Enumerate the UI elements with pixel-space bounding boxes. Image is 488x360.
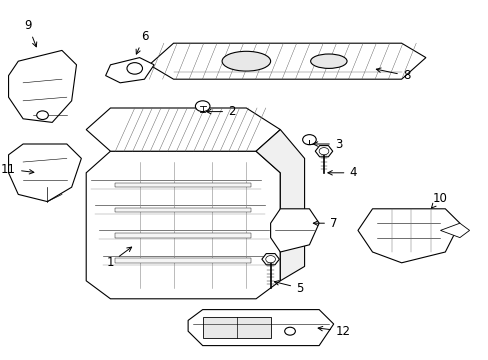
Polygon shape bbox=[115, 258, 251, 263]
Text: 1: 1 bbox=[106, 247, 131, 269]
Text: 2: 2 bbox=[206, 105, 235, 118]
Polygon shape bbox=[270, 209, 319, 252]
Polygon shape bbox=[256, 130, 304, 281]
Polygon shape bbox=[115, 233, 251, 238]
Polygon shape bbox=[149, 43, 425, 79]
Text: 9: 9 bbox=[24, 19, 37, 47]
Polygon shape bbox=[9, 50, 76, 122]
Text: 7: 7 bbox=[313, 217, 337, 230]
Ellipse shape bbox=[222, 51, 270, 71]
Circle shape bbox=[265, 256, 275, 263]
Circle shape bbox=[195, 101, 209, 112]
Polygon shape bbox=[440, 223, 468, 238]
Circle shape bbox=[37, 111, 48, 120]
Ellipse shape bbox=[310, 54, 346, 68]
Circle shape bbox=[319, 148, 328, 155]
Polygon shape bbox=[86, 108, 280, 151]
Polygon shape bbox=[202, 317, 270, 338]
Text: 3: 3 bbox=[313, 138, 342, 150]
Polygon shape bbox=[315, 145, 332, 157]
Polygon shape bbox=[115, 183, 251, 187]
Polygon shape bbox=[188, 310, 333, 346]
Polygon shape bbox=[105, 58, 154, 83]
Polygon shape bbox=[86, 151, 280, 299]
Text: 12: 12 bbox=[318, 325, 350, 338]
Text: 5: 5 bbox=[274, 281, 303, 294]
Text: 8: 8 bbox=[376, 68, 409, 82]
Circle shape bbox=[127, 63, 142, 74]
Polygon shape bbox=[262, 253, 279, 265]
Text: 11: 11 bbox=[1, 163, 34, 176]
Polygon shape bbox=[9, 144, 81, 202]
Circle shape bbox=[302, 135, 316, 145]
Text: 10: 10 bbox=[430, 192, 447, 208]
Polygon shape bbox=[357, 209, 459, 263]
Text: 4: 4 bbox=[327, 166, 356, 179]
Circle shape bbox=[284, 327, 295, 335]
Text: 6: 6 bbox=[136, 30, 148, 54]
Polygon shape bbox=[115, 208, 251, 212]
